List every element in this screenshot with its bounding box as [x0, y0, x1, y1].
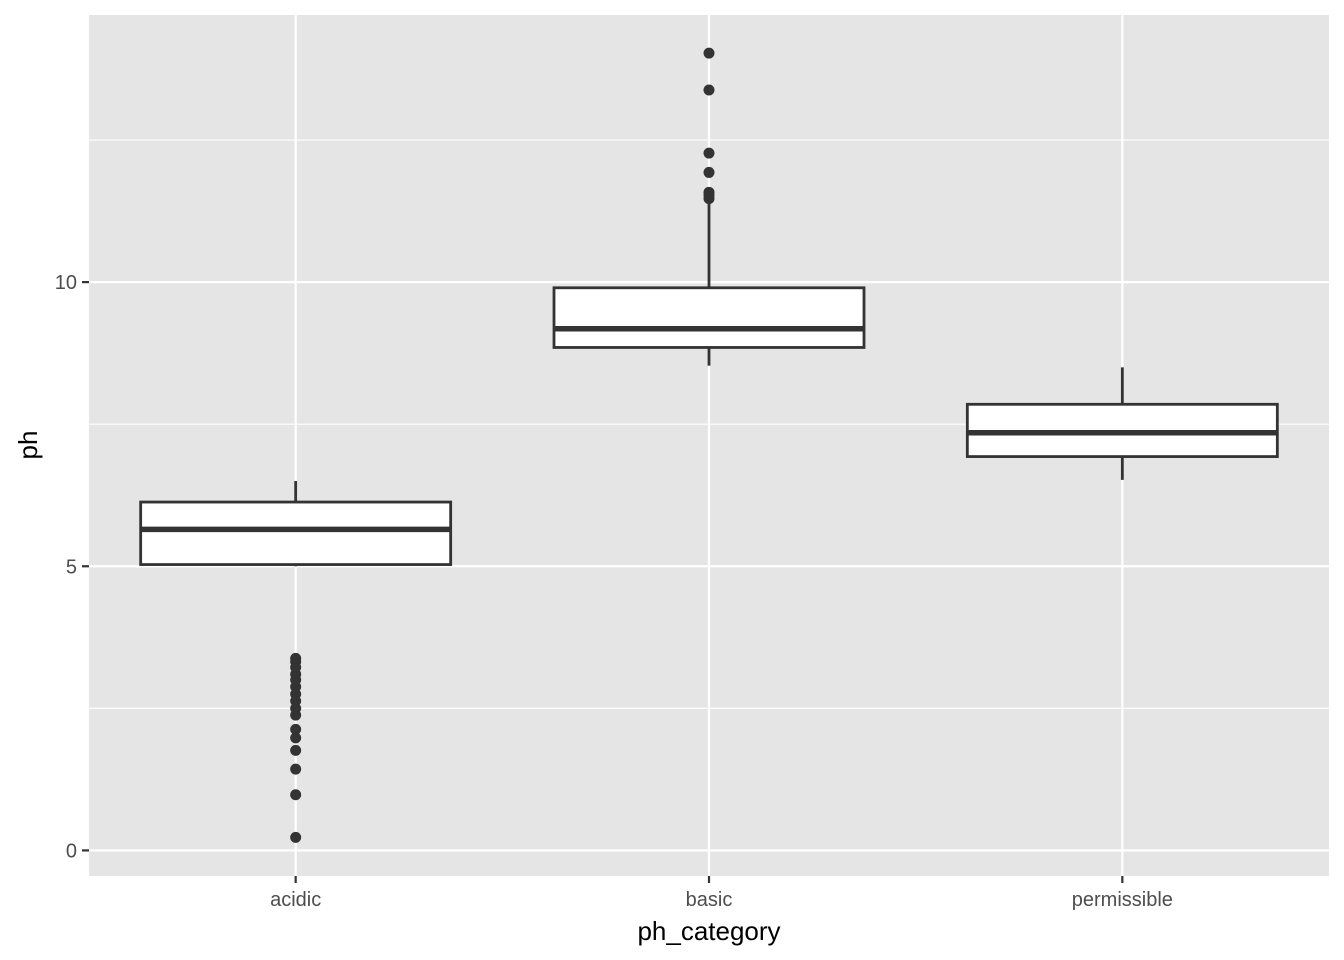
y-axis-title: ph [13, 431, 43, 460]
box-iqr [139, 500, 453, 566]
y-tick-label: 10 [55, 272, 77, 294]
x-axis-title: ph_category [637, 916, 780, 946]
outlier-point [290, 652, 302, 664]
outlier-point [290, 789, 302, 801]
outlier-point [703, 186, 715, 198]
outlier-point [703, 166, 715, 178]
outlier-point [290, 831, 302, 843]
box-group-basic [552, 47, 866, 366]
y-tick-label: 0 [66, 840, 77, 862]
outlier-point [290, 723, 302, 735]
box-group-acidic [139, 481, 453, 843]
outlier-point [290, 732, 302, 744]
outlier-point [703, 84, 715, 96]
outlier-point [703, 147, 715, 159]
outlier-point [703, 47, 715, 59]
outlier-point [290, 744, 302, 756]
x-tick-label-basic: basic [686, 889, 733, 911]
x-tick-label-acidic: acidic [270, 889, 321, 911]
x-tick-label-permissible: permissible [1072, 889, 1173, 911]
y-tick-label: 5 [66, 556, 77, 578]
box-group-permissible [965, 367, 1279, 480]
box-iqr [552, 286, 866, 349]
boxes [139, 47, 1279, 843]
axes: 0 5 10 acidic basic permissible [55, 272, 1173, 911]
outlier-point [290, 763, 302, 775]
